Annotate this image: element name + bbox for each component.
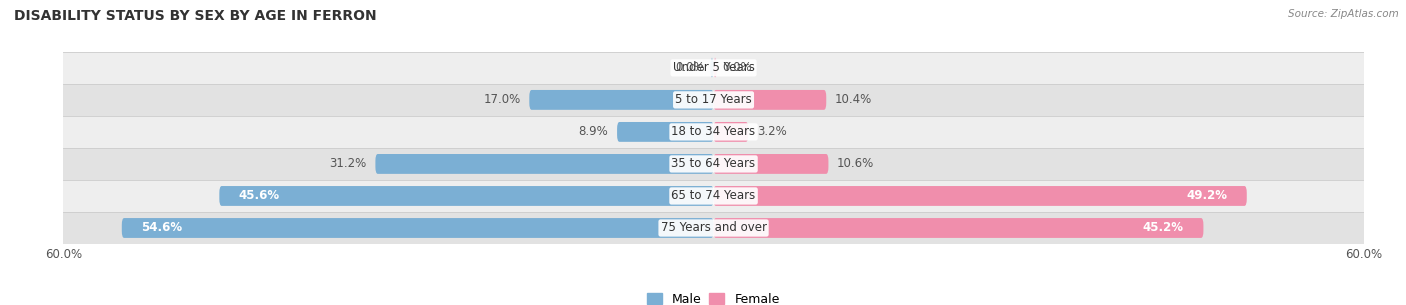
Text: 45.2%: 45.2% [1143, 221, 1184, 235]
FancyBboxPatch shape [617, 122, 713, 142]
Text: 18 to 34 Years: 18 to 34 Years [672, 125, 755, 138]
Bar [63, 212, 1364, 244]
Text: 5 to 17 Years: 5 to 17 Years [675, 93, 752, 106]
Text: 75 Years and over: 75 Years and over [661, 221, 766, 235]
Legend: Male, Female: Male, Female [643, 288, 785, 305]
FancyBboxPatch shape [713, 90, 827, 110]
Bar [63, 180, 1364, 212]
Text: 10.4%: 10.4% [835, 93, 872, 106]
Text: 0.0%: 0.0% [723, 61, 752, 74]
FancyBboxPatch shape [375, 154, 713, 174]
FancyBboxPatch shape [713, 154, 828, 174]
Bar [63, 116, 1364, 148]
FancyBboxPatch shape [529, 90, 713, 110]
Text: 65 to 74 Years: 65 to 74 Years [672, 189, 755, 203]
FancyBboxPatch shape [713, 218, 1204, 238]
FancyBboxPatch shape [219, 186, 713, 206]
FancyBboxPatch shape [713, 122, 748, 142]
Text: 17.0%: 17.0% [484, 93, 520, 106]
Text: 3.2%: 3.2% [756, 125, 786, 138]
FancyBboxPatch shape [122, 218, 713, 238]
Text: Source: ZipAtlas.com: Source: ZipAtlas.com [1288, 9, 1399, 19]
Bar [63, 52, 1364, 84]
Text: 49.2%: 49.2% [1187, 189, 1227, 203]
Text: 31.2%: 31.2% [329, 157, 367, 170]
Bar [63, 148, 1364, 180]
Text: Under 5 Years: Under 5 Years [672, 61, 755, 74]
Text: 54.6%: 54.6% [141, 221, 183, 235]
Text: 35 to 64 Years: 35 to 64 Years [672, 157, 755, 170]
Text: 8.9%: 8.9% [579, 125, 609, 138]
Text: 0.0%: 0.0% [675, 61, 704, 74]
Text: DISABILITY STATUS BY SEX BY AGE IN FERRON: DISABILITY STATUS BY SEX BY AGE IN FERRO… [14, 9, 377, 23]
Bar [63, 84, 1364, 116]
FancyBboxPatch shape [710, 58, 713, 78]
Text: 10.6%: 10.6% [837, 157, 875, 170]
FancyBboxPatch shape [713, 58, 717, 78]
Text: 45.6%: 45.6% [239, 189, 280, 203]
FancyBboxPatch shape [713, 186, 1247, 206]
